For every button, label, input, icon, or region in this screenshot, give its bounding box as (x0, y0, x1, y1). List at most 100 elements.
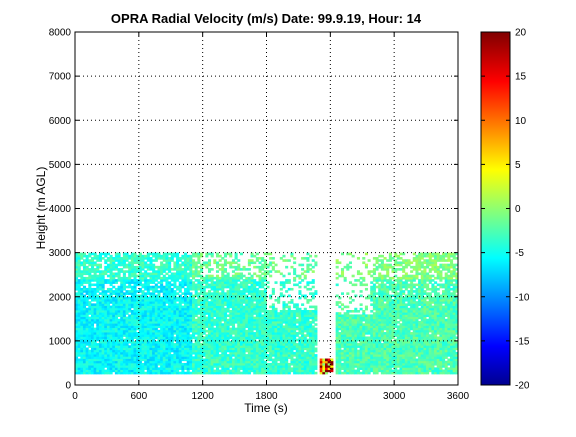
heatmap-cell (141, 263, 145, 267)
heatmap-cell (194, 283, 198, 287)
heatmap-cell (295, 283, 299, 287)
heatmap-cell (170, 252, 174, 256)
heatmap-cell (290, 336, 294, 340)
heatmap-cell (75, 312, 79, 315)
heatmap-cell (239, 312, 243, 315)
heatmap-cell (178, 327, 182, 331)
heatmap-cell (176, 356, 180, 359)
heatmap-cell (346, 371, 350, 375)
heatmap-cell (106, 332, 110, 335)
heatmap-cell (165, 301, 169, 304)
heatmap-cell (221, 314, 225, 318)
heatmap-cell (229, 316, 233, 320)
heatmap-cell (192, 362, 196, 366)
heatmap-cell (88, 349, 92, 353)
heatmap-cell (269, 318, 273, 322)
heatmap-cell (306, 329, 310, 333)
heatmap-cell (364, 365, 368, 368)
heatmap-cell (117, 325, 121, 329)
heatmap-cell (367, 338, 371, 342)
heatmap-cell (311, 309, 315, 313)
heatmap-cell (98, 283, 102, 287)
heatmap-cell (120, 287, 124, 291)
heatmap-cell (242, 351, 246, 355)
heatmap-cell (351, 371, 355, 375)
heatmap-cell (194, 371, 198, 375)
heatmap-cell (229, 292, 233, 295)
heatmap-cell (266, 309, 270, 313)
heatmap-cell (176, 338, 180, 342)
heatmap-cell (383, 265, 387, 269)
heatmap-cell (200, 371, 204, 375)
heatmap-cell (106, 362, 110, 366)
heatmap-cell (82, 347, 87, 351)
heatmap-cell (223, 285, 227, 289)
heatmap-cell (239, 285, 243, 289)
heatmap-cell (378, 309, 382, 313)
heatmap-cell (162, 296, 166, 300)
heatmap-cell (343, 334, 347, 337)
heatmap-cell (125, 303, 129, 306)
heatmap-cell (295, 343, 299, 346)
heatmap-cell (362, 358, 366, 362)
heatmap-cell (386, 312, 390, 315)
heatmap-cell (82, 252, 87, 256)
heatmap-cell (263, 279, 267, 282)
heatmap-cell (149, 340, 153, 344)
heatmap-cell (309, 360, 313, 364)
heatmap-cell (255, 257, 259, 260)
heatmap-cell (306, 287, 310, 291)
heatmap-cell (157, 349, 161, 353)
heatmap-cell (239, 338, 243, 342)
heatmap-cell (176, 358, 180, 362)
heatmap-cell (194, 338, 198, 342)
heatmap-cell (80, 263, 84, 267)
heatmap-cell (184, 321, 188, 324)
heatmap-cell (380, 305, 384, 309)
heatmap-cell (109, 263, 113, 267)
heatmap-cell (98, 323, 102, 326)
heatmap-cell (388, 351, 392, 355)
heatmap-cell (104, 351, 108, 355)
heatmap-cell (213, 360, 217, 364)
heatmap-cell (152, 309, 156, 313)
heatmap-cell (205, 351, 209, 355)
heatmap-cell (261, 257, 265, 260)
heatmap-cell (226, 362, 230, 366)
heatmap-cell (112, 292, 116, 295)
heatmap-cell (380, 316, 384, 320)
heatmap-cell (181, 329, 185, 333)
heatmap-cell (370, 343, 374, 346)
heatmap-cell (287, 340, 291, 344)
heatmap-cell (303, 369, 307, 373)
heatmap-cell (168, 334, 172, 337)
heatmap-cell (303, 362, 307, 366)
heatmap-cell (189, 347, 193, 351)
heatmap-cell (210, 343, 214, 346)
heatmap-cell (370, 362, 374, 366)
heatmap-cell (343, 349, 347, 353)
heatmap-cell (258, 294, 262, 298)
heatmap-cell (269, 358, 273, 362)
heatmap-cell (176, 345, 180, 348)
heatmap-cell (231, 298, 235, 302)
heatmap-cell (285, 323, 289, 326)
heatmap-cell (136, 336, 140, 340)
heatmap-cell (215, 325, 220, 329)
heatmap-cell (383, 323, 387, 326)
heatmap-cell (258, 347, 262, 351)
heatmap-cell (247, 371, 251, 375)
heatmap-cell (356, 332, 360, 335)
heatmap-cell (287, 325, 291, 329)
heatmap-cell (383, 358, 387, 362)
heatmap-cell (104, 369, 108, 373)
heatmap-cell (85, 332, 89, 335)
heatmap-cell (285, 369, 289, 373)
heatmap-cell (173, 321, 177, 324)
heatmap-cell (210, 307, 214, 311)
heatmap-cell (298, 321, 302, 324)
heatmap-cell (263, 323, 267, 326)
heatmap-cell (184, 292, 188, 295)
heatmap-cell (130, 303, 134, 306)
heatmap-cell (85, 307, 89, 311)
